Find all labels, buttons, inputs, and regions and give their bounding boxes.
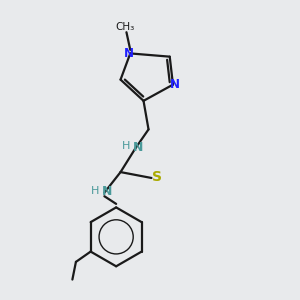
Text: H: H <box>122 142 130 152</box>
Text: H: H <box>91 186 99 196</box>
Text: N: N <box>124 47 134 60</box>
Text: N: N <box>132 141 143 154</box>
Text: N: N <box>169 78 179 91</box>
Text: CH₃: CH₃ <box>115 22 135 32</box>
Text: N: N <box>101 185 112 198</box>
Text: S: S <box>152 170 162 184</box>
